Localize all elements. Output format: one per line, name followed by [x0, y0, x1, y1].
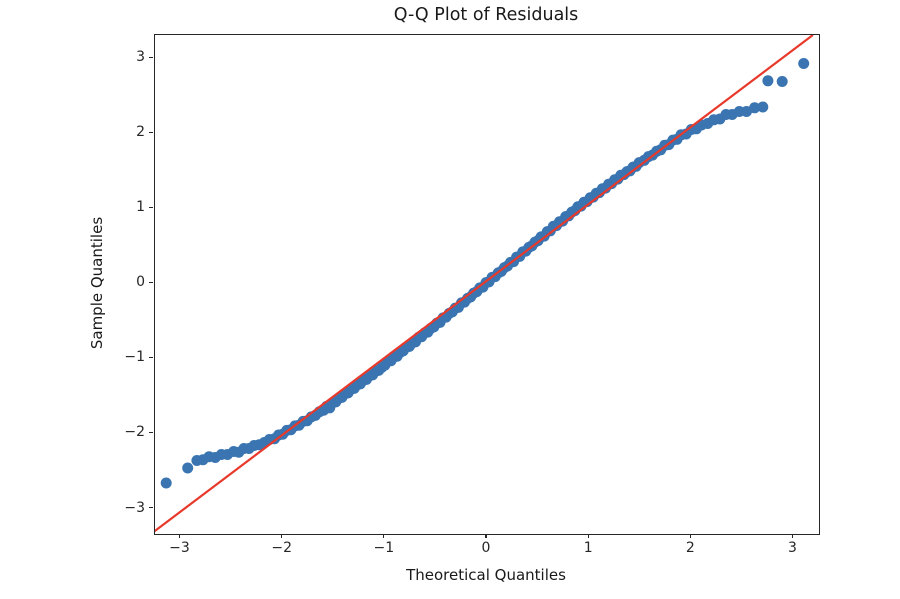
residuals-scatter [160, 58, 810, 489]
scatter-point [762, 75, 774, 87]
x-tick-mark [587, 534, 589, 538]
y-tick-mark [149, 131, 153, 133]
x-tick-mark [485, 534, 487, 538]
x-tick-mark [689, 534, 691, 538]
plot-area [154, 34, 820, 535]
y-tick-mark [149, 356, 153, 358]
reference-line [155, 35, 814, 533]
x-tick-label: −1 [373, 540, 395, 556]
x-tick-label: −2 [271, 540, 293, 556]
y-tick-mark [149, 506, 153, 509]
x-tick-mark [281, 534, 283, 538]
y-tick-label: −2 [124, 424, 145, 441]
scatter-point [160, 477, 172, 489]
chart-title: Q-Q Plot of Residuals [393, 5, 579, 25]
x-tick-label: 1 [583, 540, 593, 556]
x-tick-mark [791, 534, 794, 538]
y-axis-label: Sample Quantiles [88, 216, 106, 350]
y-tick-label: 3 [136, 49, 145, 66]
qq-scatter-canvas [155, 35, 814, 533]
y-tick-label: −1 [124, 349, 145, 366]
scatter-point [757, 101, 769, 113]
x-tick-label: 3 [788, 540, 797, 556]
scatter-point [182, 462, 194, 474]
x-tick-label: 0 [481, 540, 491, 556]
x-tick-mark [178, 534, 181, 538]
y-tick-label: −3 [124, 499, 145, 516]
y-tick-mark [149, 281, 153, 283]
scatter-point [749, 102, 761, 114]
y-tick-label: 0 [136, 274, 145, 291]
y-tick-label: 1 [136, 199, 145, 216]
x-axis-label: Theoretical Quantiles [406, 566, 566, 584]
x-tick-label: −3 [169, 540, 190, 556]
y-tick-mark [149, 56, 153, 58]
y-tick-label: 2 [136, 124, 145, 141]
scatter-point [776, 76, 788, 87]
x-tick-label: 2 [685, 540, 695, 556]
scatter-point [798, 58, 810, 69]
y-tick-mark [149, 431, 153, 433]
x-tick-mark [383, 534, 385, 538]
y-tick-mark [149, 206, 153, 208]
